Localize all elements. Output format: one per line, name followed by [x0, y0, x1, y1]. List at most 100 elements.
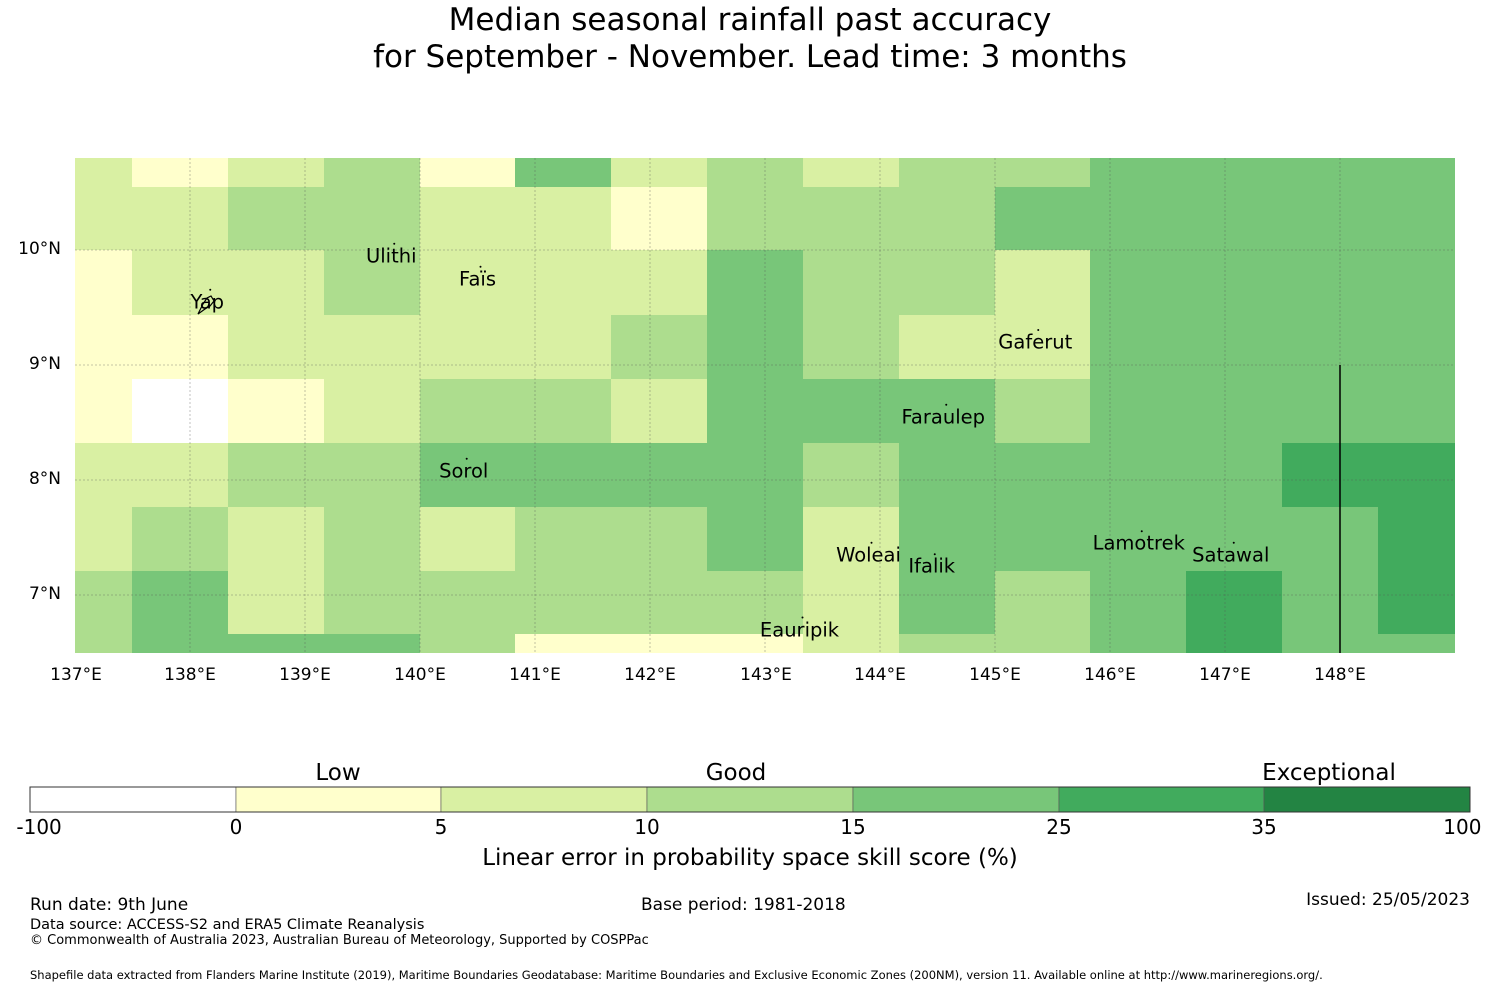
grid-cell [611, 187, 707, 250]
grid-cell [1282, 250, 1378, 315]
longitude-tick-label: 142°E [624, 665, 676, 685]
grid-cell [324, 443, 420, 507]
grid-cell [899, 187, 995, 250]
grid-cell [1186, 250, 1282, 315]
longitude-tick-label: 145°E [969, 665, 1021, 685]
grid-cell [75, 507, 132, 571]
island-markers [197, 242, 1235, 619]
grid-cell [611, 315, 707, 379]
grid-cell [75, 634, 132, 653]
longitude-tick-label: 148°E [1314, 665, 1366, 685]
colorbar-swatch [235, 786, 442, 813]
grid-cell [1378, 571, 1455, 634]
place-label: Woleai [836, 543, 901, 567]
grid-cell [803, 158, 899, 187]
grid-cell [1378, 158, 1455, 187]
colorbar-category-good: Good [705, 760, 767, 786]
grid-cell [1186, 571, 1282, 634]
map-title-line-1: Median seasonal rainfall past accuracy [448, 2, 1052, 38]
grid-cell [995, 250, 1090, 315]
grid-cell [1186, 379, 1282, 443]
issued-date: Issued: 25/05/2023 [1306, 890, 1470, 910]
base-period: Base period: 1981-2018 [641, 895, 846, 915]
grid-cell [803, 315, 899, 379]
grid-cell [420, 379, 515, 443]
grid-cell [420, 507, 515, 571]
colorbar-category-low: Low [315, 760, 361, 786]
grid-cell [899, 158, 995, 187]
grid-cell [899, 634, 995, 653]
grid-cell [324, 315, 420, 379]
grid-cell [707, 250, 803, 315]
grid-cell [707, 379, 803, 443]
map-title-line-2: for September - November. Lead time: 3 m… [373, 39, 1127, 75]
grid-cell [515, 443, 611, 507]
grid-cell [132, 315, 228, 379]
longitude-tick-label: 147°E [1199, 665, 1251, 685]
grid-cell [803, 443, 899, 507]
grid-cell [324, 379, 420, 443]
grid-cell [1282, 158, 1378, 187]
grid-cell [75, 443, 132, 507]
grid-cell [1090, 158, 1186, 187]
grid-cell [1186, 634, 1282, 653]
grid-cell [132, 634, 228, 653]
latitude-tick-label: 9°N [28, 354, 61, 374]
place-label: Ifalik [908, 554, 956, 578]
colorbar-swatch [1058, 786, 1265, 813]
grid-cell [132, 571, 228, 634]
grid-cell [515, 571, 611, 634]
island-dot [933, 553, 936, 556]
colorbar-swatches [29, 786, 1471, 813]
grid-cell [1282, 315, 1378, 379]
grid-cell [1090, 507, 1186, 571]
latitude-tick-label: 7°N [28, 584, 61, 604]
grid-cell [611, 379, 707, 443]
longitude-tick-label: 144°E [854, 665, 906, 685]
grid-cell [324, 250, 420, 315]
island-dot [209, 288, 212, 291]
place-label: Yap [190, 290, 225, 314]
grid-cell [707, 507, 803, 571]
grid-cell [803, 250, 899, 315]
colorbar-swatch [646, 786, 854, 813]
grid-cell [1282, 187, 1378, 250]
grid-cell [803, 379, 899, 443]
grid-cell [707, 315, 803, 379]
grid-cell [420, 250, 515, 315]
grid-cell [228, 187, 324, 250]
grid-cell [1378, 187, 1455, 250]
grid-cell [899, 571, 995, 634]
grid-cell [995, 158, 1090, 187]
grid-cell [1090, 250, 1186, 315]
grid-cell [611, 571, 707, 634]
grid-cell [75, 315, 132, 379]
place-label: Satawal [1192, 543, 1270, 567]
colorbar-tick-label: 25 [1046, 815, 1072, 839]
grid-cell [228, 443, 324, 507]
grid-cell [132, 507, 228, 571]
grid-cell [707, 158, 803, 187]
grid-cell [995, 507, 1090, 571]
grid-cell [1282, 379, 1378, 443]
grid-cell [1282, 571, 1378, 634]
grid-cell [995, 187, 1090, 250]
grid-cell [899, 379, 995, 443]
island-dot [465, 457, 468, 460]
place-label: Sorol [439, 459, 489, 483]
data-source: Data source: ACCESS-S2 and ERA5 Climate … [30, 917, 425, 933]
grid-cell [132, 379, 228, 443]
grid-cell [420, 634, 515, 653]
grid-cell [1378, 250, 1455, 315]
grid-cell [899, 250, 995, 315]
longitude-tick-label: 138°E [164, 665, 216, 685]
grid-cell [995, 379, 1090, 443]
grid-cell [324, 158, 420, 187]
place-label: Faïs [459, 267, 496, 291]
grid-cell [1090, 443, 1186, 507]
grid-cell [75, 379, 132, 443]
grid-cell [132, 443, 228, 507]
island-dot [1037, 329, 1040, 331]
grid-cell [899, 443, 995, 507]
grid-cell [75, 158, 132, 187]
